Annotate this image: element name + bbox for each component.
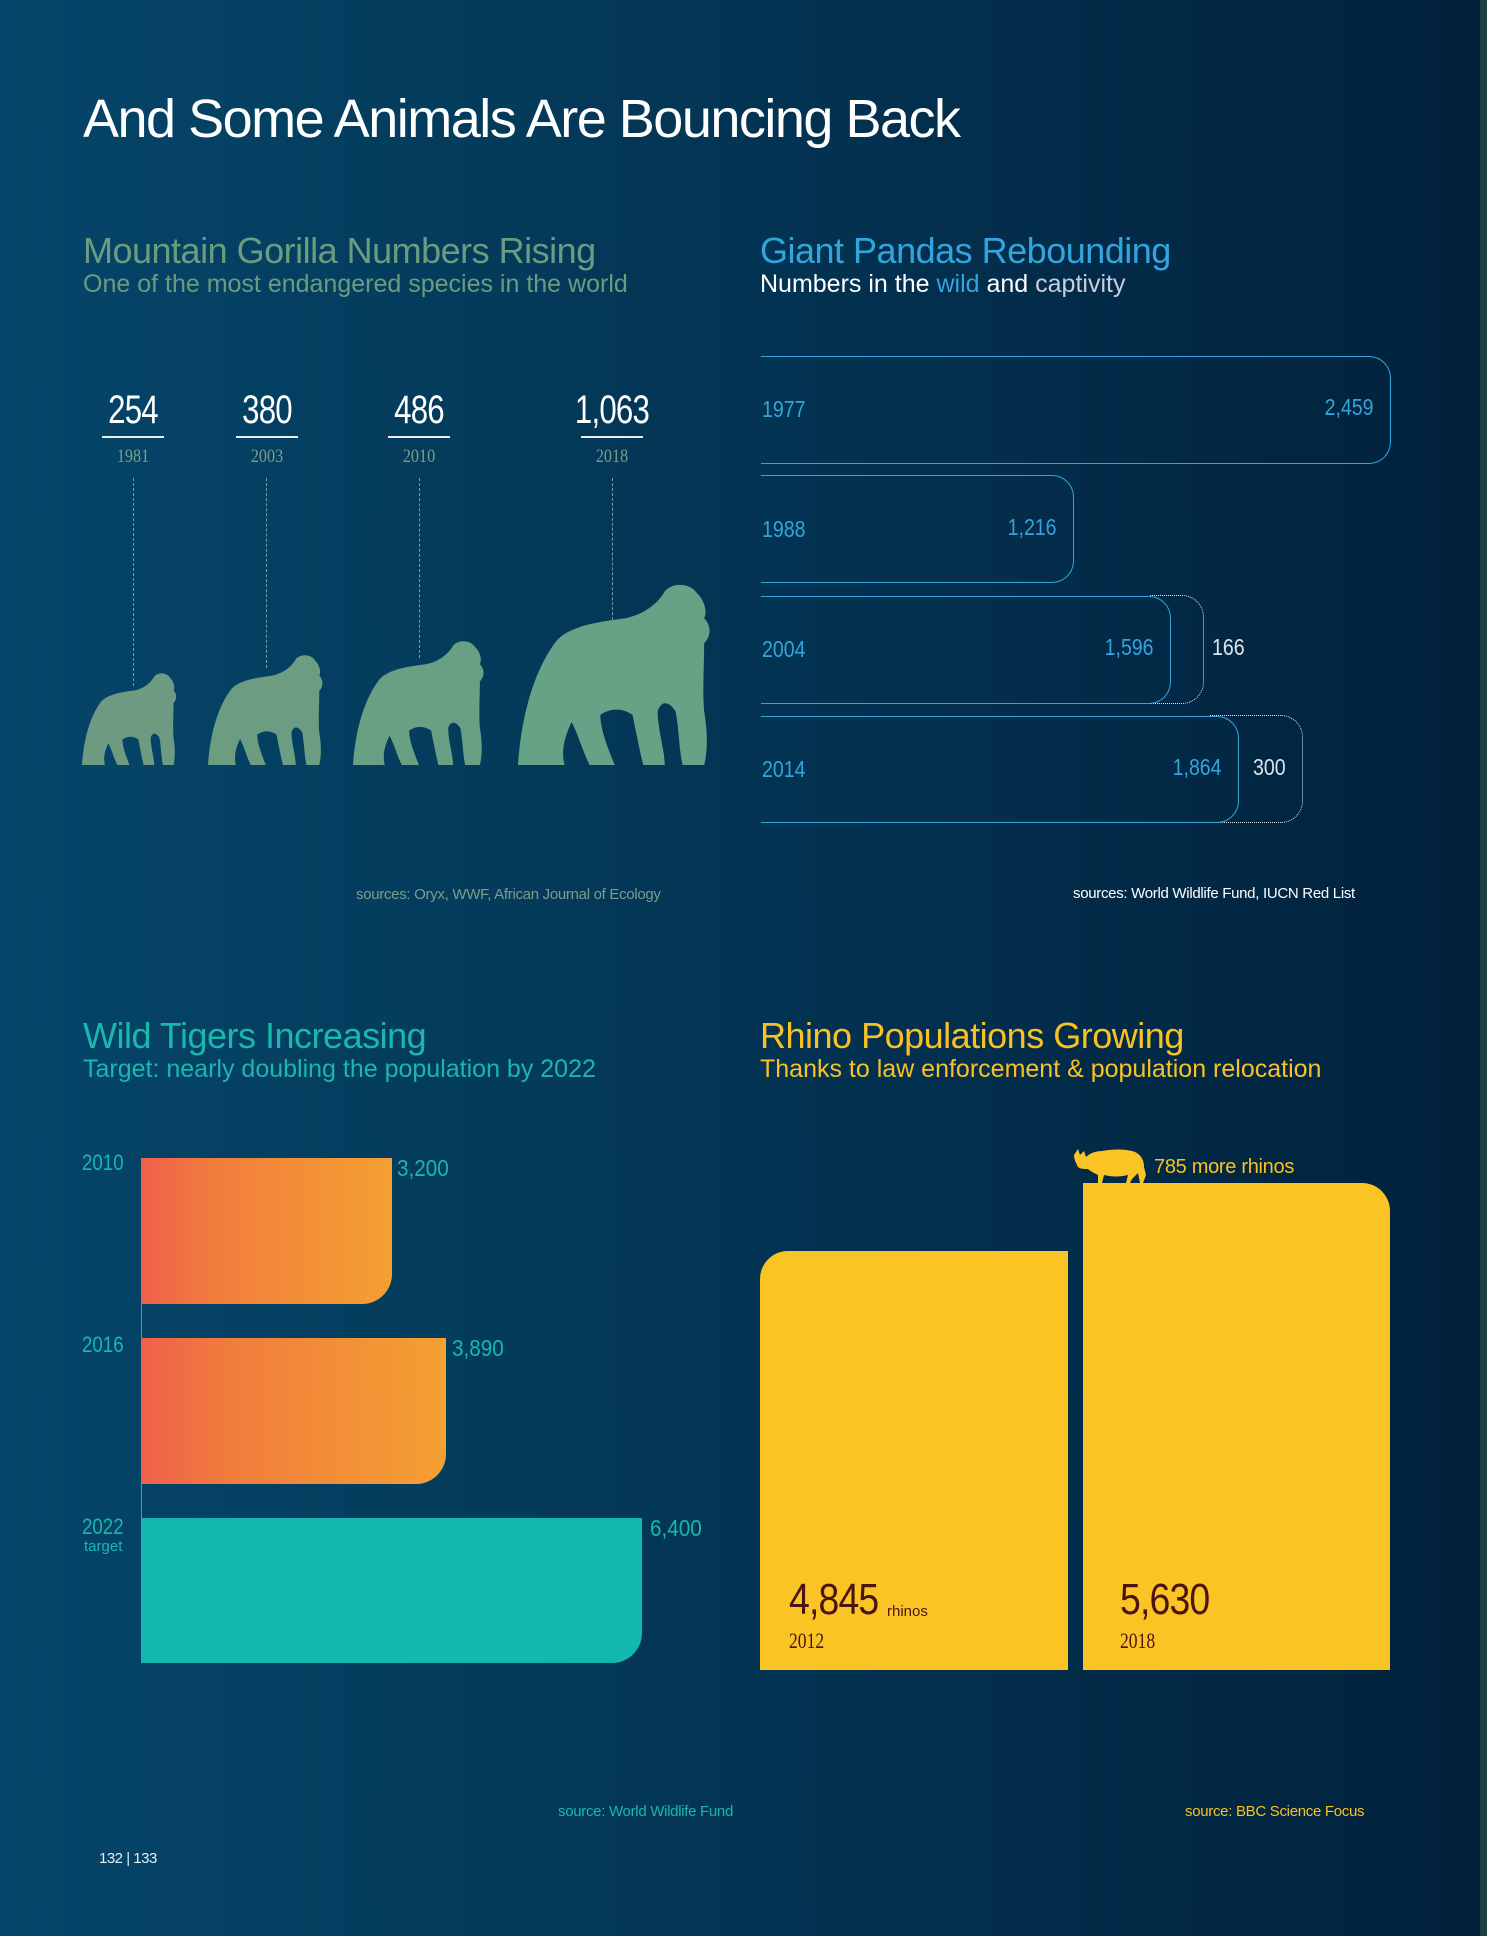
tiger-value: 3,890 xyxy=(452,1335,504,1361)
gorilla-item-2003: 380 2003 xyxy=(227,388,307,468)
panda-year: 1977 xyxy=(762,396,806,422)
leader-line xyxy=(419,478,420,658)
panda-bar-2014 xyxy=(761,716,1239,823)
rhino-year: 2018 xyxy=(1120,1628,1156,1653)
page-numbers: 132 | 133 xyxy=(99,1850,157,1867)
gorilla-subtitle: One of the most endangered species in th… xyxy=(83,270,628,298)
panda-title: Giant Pandas Rebounding xyxy=(760,230,1171,271)
page-edge-strip xyxy=(1480,0,1487,1936)
gorilla-title: Mountain Gorilla Numbers Rising xyxy=(83,230,596,271)
rhino-bar-2018 xyxy=(1083,1183,1390,1670)
rhino-title: Rhino Populations Growing xyxy=(760,1015,1184,1056)
gorilla-year: 2018 xyxy=(595,446,629,467)
gorilla-value: 380 xyxy=(242,388,293,432)
tiger-year: 2010 xyxy=(82,1150,124,1175)
gorilla-item-2010: 486 2010 xyxy=(379,388,459,468)
panda-captivity-bar-2014 xyxy=(1210,715,1303,823)
legend-wild: wild xyxy=(936,270,980,298)
panda-wild-value: 1,596 xyxy=(1105,634,1154,660)
rhino-bar-2012 xyxy=(760,1251,1068,1670)
gorilla-value: 254 xyxy=(108,388,159,432)
page-title: And Some Animals Are Bouncing Back xyxy=(83,89,961,149)
rhino-year: 2012 xyxy=(789,1628,825,1653)
rhino-unit: rhinos xyxy=(887,1603,928,1620)
tiger-value: 3,200 xyxy=(397,1155,449,1181)
tiger-bar-2010 xyxy=(141,1158,392,1304)
tiger-bar-2022-target xyxy=(141,1518,642,1663)
panda-source: sources: World Wildlife Fund, IUCN Red L… xyxy=(1073,885,1355,902)
subtitle-text: and xyxy=(979,270,1036,298)
tiger-value: 6,400 xyxy=(650,1515,702,1541)
leader-line xyxy=(133,478,134,686)
panda-captivity-value: 300 xyxy=(1253,754,1286,780)
panda-year: 2004 xyxy=(762,636,806,662)
gorilla-source: sources: Oryx, WWF, African Journal of E… xyxy=(356,886,661,903)
underline xyxy=(236,436,298,438)
rhino-source: source: BBC Science Focus xyxy=(1185,1803,1365,1820)
tiger-year: 2016 xyxy=(82,1332,124,1357)
tiger-bar-2016 xyxy=(141,1338,446,1484)
tiger-source: source: World Wildlife Fund xyxy=(558,1803,734,1820)
panda-wild-value: 2,459 xyxy=(1325,394,1374,420)
panda-bar-1988 xyxy=(761,475,1074,583)
gorilla-year: 2010 xyxy=(402,446,436,467)
rhino-annotation: 785 more rhinos xyxy=(1154,1156,1295,1178)
gorilla-value: 1,063 xyxy=(574,388,650,432)
underline xyxy=(388,436,450,438)
leader-line xyxy=(612,478,613,630)
rhino-subtitle: Thanks to law enforcement & population r… xyxy=(760,1055,1322,1083)
tiger-year: 2022 xyxy=(82,1514,124,1539)
panda-year: 1988 xyxy=(762,516,806,542)
panda-year: 2014 xyxy=(762,756,806,782)
panda-subtitle: Numbers in the wild and captivity xyxy=(760,270,1125,299)
panda-bar-1977 xyxy=(761,356,1391,464)
tiger-title: Wild Tigers Increasing xyxy=(83,1015,427,1056)
tiger-subtitle: Target: nearly doubling the population b… xyxy=(83,1055,596,1083)
leader-line xyxy=(266,478,267,668)
gorilla-value: 486 xyxy=(394,388,445,432)
panda-wild-value: 1,864 xyxy=(1173,754,1222,780)
rhino-value: 5,630 xyxy=(1120,1575,1210,1624)
panda-captivity-value: 166 xyxy=(1212,634,1245,660)
rhino-silhouette-icon xyxy=(1074,1149,1146,1183)
panda-captivity-bar-2004 xyxy=(1150,595,1204,704)
legend-captivity: captivity xyxy=(1035,270,1126,298)
subtitle-text: Numbers in the xyxy=(760,270,937,298)
underline xyxy=(102,436,164,438)
gorilla-item-2018: 1,063 2018 xyxy=(562,388,662,468)
panda-wild-value: 1,216 xyxy=(1008,514,1057,540)
tiger-target-label: target xyxy=(84,1538,123,1555)
gorilla-silhouette-icon xyxy=(82,584,710,765)
gorilla-item-1981: 254 1981 xyxy=(93,388,173,468)
gorilla-year: 1981 xyxy=(116,446,150,467)
panda-bar-2004 xyxy=(761,596,1171,704)
gorilla-year: 2003 xyxy=(250,446,284,467)
rhino-value: 4,845 xyxy=(789,1575,879,1624)
underline xyxy=(581,436,643,438)
